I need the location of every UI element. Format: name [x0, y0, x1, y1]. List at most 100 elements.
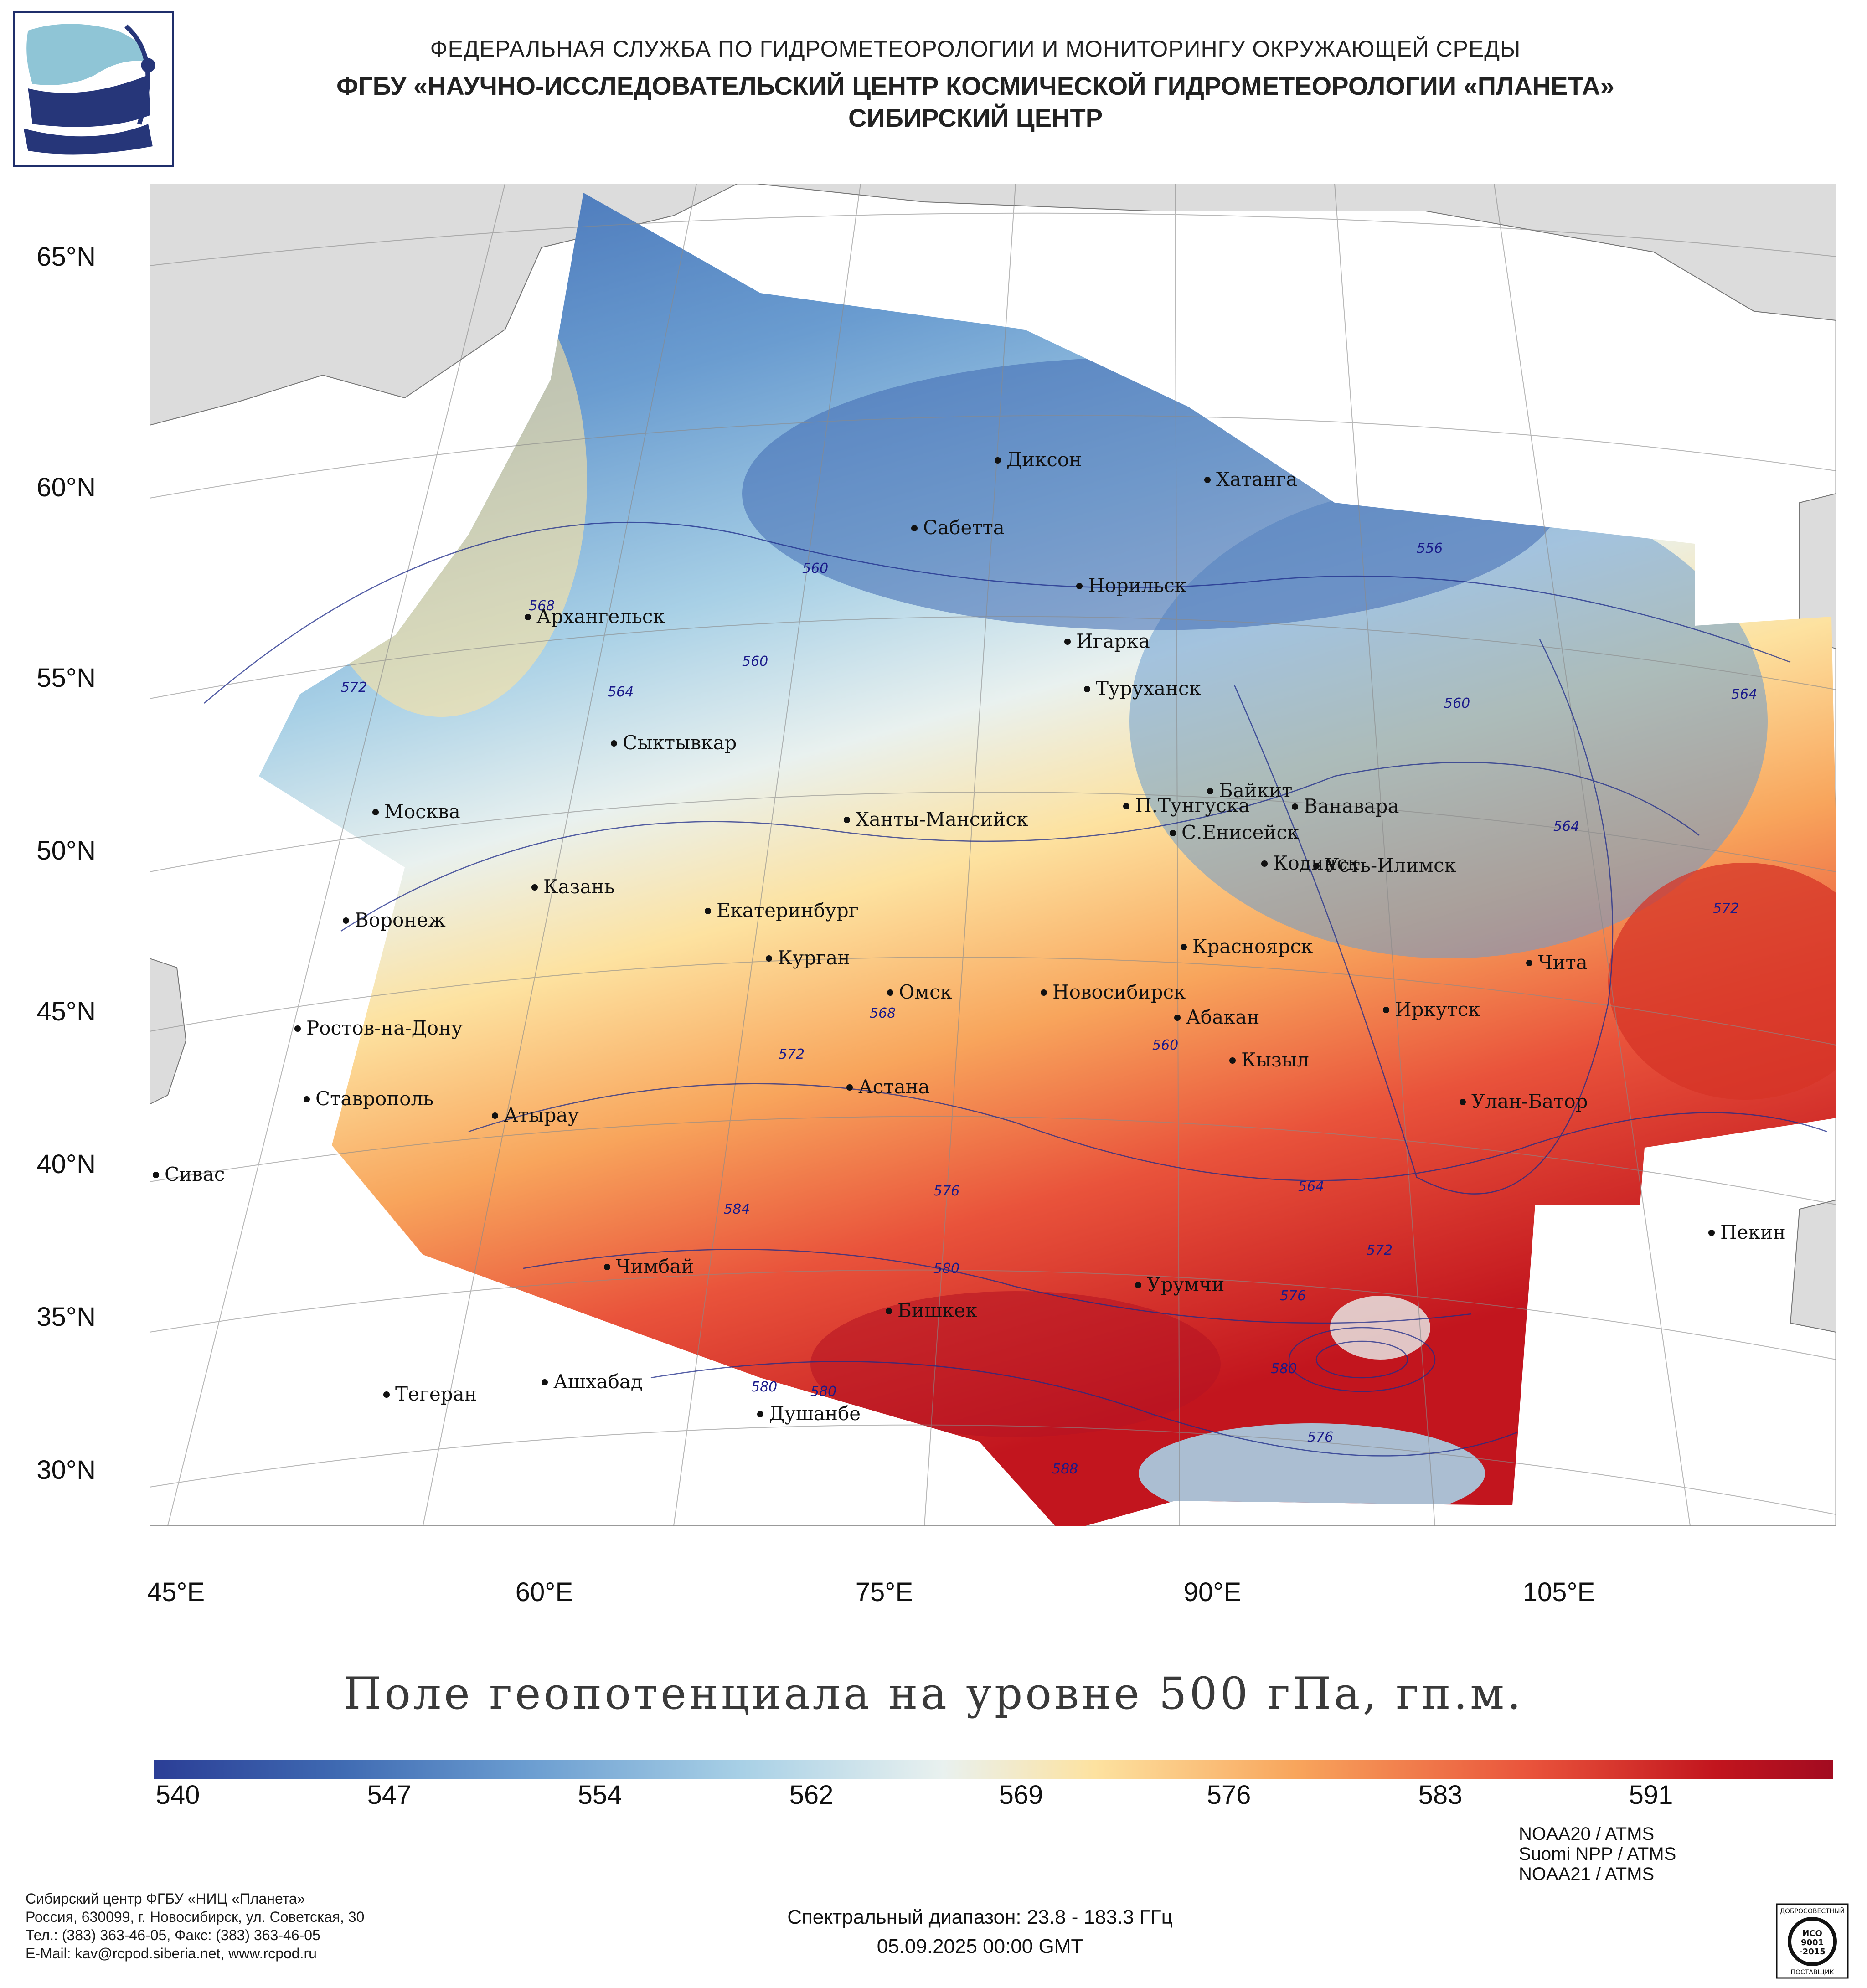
satellite-item: NOAA20 / ATMS	[1519, 1824, 1655, 1844]
contour-label: 588	[1052, 1461, 1078, 1477]
city-label: Ростов-на-Дону	[306, 1017, 463, 1039]
iso-badge: ДОБРОСОВЕСТНЫЙ ИСО 9001 -2015 ПОСТАВЩИК	[1776, 1903, 1849, 1979]
lat-label: 40°N	[36, 1149, 96, 1179]
contour-label: 580	[1271, 1361, 1297, 1377]
city-label: Пекин	[1720, 1221, 1786, 1243]
contour-label: 560	[1444, 695, 1470, 711]
city-label: С.Енисейск	[1181, 821, 1299, 844]
footer-line: Сибирский центр ФГБУ «НИЦ «Планета»	[26, 1890, 305, 1907]
lat-label: 35°N	[36, 1302, 96, 1332]
city-label: Абакан	[1186, 1006, 1259, 1028]
iso-badge-text: ИСО	[1802, 1929, 1822, 1938]
lat-label: 45°N	[36, 997, 96, 1026]
contour-label: 564	[1731, 686, 1757, 702]
contour-label: 572	[1367, 1242, 1393, 1258]
city-label: Ставрополь	[315, 1087, 433, 1110]
city-label: Диксон	[1006, 448, 1082, 471]
colorbar-label: 576	[1207, 1780, 1251, 1810]
contour-label: 584	[724, 1201, 750, 1217]
branch-title: СИБИРСКИЙ ЦЕНТР	[848, 103, 1103, 132]
city-label: Атырау	[504, 1104, 579, 1126]
lon-label: 45°E	[147, 1577, 205, 1607]
contour-label: 568	[870, 1005, 896, 1021]
lon-label: 90°E	[1183, 1577, 1242, 1607]
city-label: Урумчи	[1147, 1273, 1224, 1296]
date-time: 05.09.2025 00:00 GMT	[877, 1935, 1083, 1957]
city-label: Сабетта	[923, 516, 1005, 539]
satellite-list: NOAA20 / ATMS Suomi NPP / ATMS NOAA21 / …	[1519, 1824, 1676, 1884]
satellite-item: Suomi NPP / ATMS	[1519, 1844, 1676, 1864]
footer-line: Тел.: (383) 363-46-05, Факс: (383) 363-4…	[26, 1927, 320, 1943]
city-label: Ханты-Мансийск	[856, 808, 1028, 830]
iso-badge-text: -2015	[1799, 1947, 1826, 1957]
contour-label: 564	[608, 684, 634, 700]
contour-label: 576	[934, 1183, 959, 1199]
colorbar-label: 554	[578, 1780, 622, 1810]
city-label: Бишкек	[897, 1299, 977, 1322]
city-label: Душанбе	[769, 1402, 861, 1425]
contour-label: 560	[742, 654, 768, 670]
footer-line: Россия, 630099, г. Новосибирск, ул. Сове…	[26, 1909, 365, 1925]
iso-badge-text: ПОСТАВЩИК	[1791, 1969, 1834, 1976]
city-label: Екатеринбург	[717, 899, 859, 922]
city-label: Норильск	[1088, 574, 1186, 597]
city-label: Воронеж	[355, 909, 446, 931]
geopotential-map: 560 556 568 560 572 564 560 564 564 572 …	[150, 184, 1836, 1526]
lon-label: 105°E	[1522, 1577, 1595, 1607]
agency-title: ФЕДЕРАЛЬНАЯ СЛУЖБА ПО ГИДРОМЕТЕОРОЛОГИИ …	[430, 36, 1521, 62]
contour-label: 576	[1280, 1288, 1306, 1304]
iso-badge-text: 9001	[1801, 1938, 1824, 1947]
city-label: Астана	[858, 1076, 930, 1098]
lat-label: 30°N	[36, 1455, 96, 1485]
contour-label: 576	[1307, 1429, 1333, 1445]
contour-label: 580	[934, 1261, 959, 1277]
colorbar-label: 583	[1418, 1780, 1463, 1810]
satellite-item: NOAA21 / ATMS	[1519, 1864, 1655, 1884]
lat-label: 50°N	[36, 836, 96, 865]
city-label: Игарка	[1076, 630, 1150, 652]
lat-label: 65°N	[36, 242, 96, 272]
city-label: Чимбай	[616, 1255, 694, 1277]
city-label: Туруханск	[1096, 677, 1201, 700]
city-label: Сивас	[165, 1163, 225, 1185]
iso-badge-text: ДОБРОСОВЕСТНЫЙ	[1780, 1907, 1845, 1915]
contour-label: 560	[1152, 1037, 1178, 1053]
city-label: Казань	[543, 876, 614, 898]
contour-label: 572	[1713, 901, 1739, 917]
footer-line: E-Mail: kav@rcpod.siberia.net, www.rcpod…	[26, 1945, 317, 1962]
city-label: Архангельск	[536, 605, 665, 628]
city-label: Иркутск	[1395, 998, 1480, 1020]
colorbar-label: 569	[999, 1780, 1043, 1810]
city-label: Сыктывкар	[623, 731, 737, 754]
lon-label: 75°E	[855, 1577, 913, 1607]
city-label: Новосибирск	[1052, 981, 1186, 1003]
colorbar-label: 547	[367, 1780, 412, 1810]
contour-label: 564	[1553, 819, 1579, 834]
city-label: Усть-Илимск	[1325, 854, 1456, 876]
footer-org: Сибирский центр ФГБУ «НИЦ «Планета» Росс…	[26, 1890, 364, 1962]
city-label: П.Тунгуска	[1135, 794, 1250, 817]
colorbar-label: 591	[1629, 1780, 1673, 1810]
contour-label: 572	[341, 680, 367, 695]
contour-label: 580	[751, 1379, 777, 1395]
city-label: Ванавара	[1304, 795, 1399, 817]
contour-label: 560	[802, 561, 828, 577]
contour-label: 564	[1298, 1179, 1324, 1195]
contour-label: 568	[529, 598, 555, 614]
city-label: Хатанга	[1216, 468, 1297, 490]
city-label: Улан-Батор	[1471, 1090, 1588, 1112]
contour-label: 580	[810, 1384, 836, 1400]
org-title: ФГБУ «НАУЧНО-ИССЛЕДОВАТЕЛЬСКИЙ ЦЕНТР КОС…	[336, 72, 1614, 100]
city-markers: Диксон Хатанга Сабетта Норильск Архангел…	[153, 448, 1786, 1425]
contour-label: 556	[1417, 541, 1443, 556]
city-label: Ашхабад	[553, 1370, 643, 1393]
colorbar-label: 562	[789, 1780, 834, 1810]
spectral-range: Спектральный диапазон: 23.8 - 183.3 ГГц	[787, 1906, 1173, 1928]
city-label: Байкит	[1219, 779, 1292, 802]
planeta-logo	[13, 11, 174, 167]
lon-label: 60°E	[515, 1577, 573, 1607]
contour-label: 572	[779, 1046, 805, 1062]
lat-label: 55°N	[36, 663, 96, 693]
city-label: Омск	[899, 981, 952, 1003]
city-label: Тегеран	[395, 1383, 477, 1405]
